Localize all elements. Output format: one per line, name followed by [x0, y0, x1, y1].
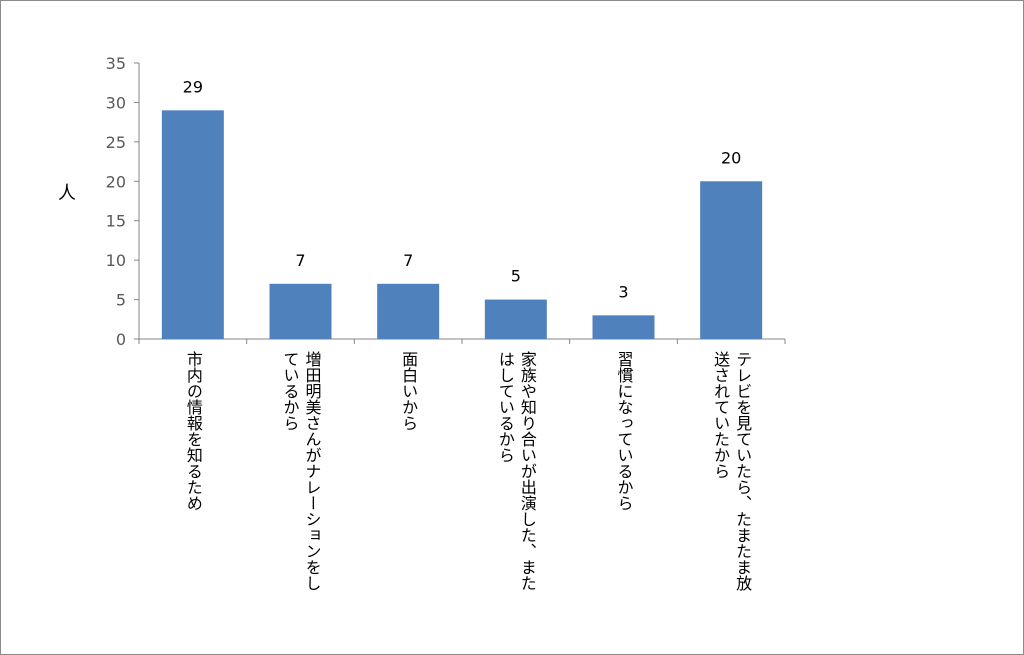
category-label: テレビを見ていたら、たまたま放 送されていたから — [709, 351, 753, 591]
y-tick-label: 20 — [106, 172, 126, 191]
category-label: 習慣になっているから — [613, 351, 635, 511]
category-label-line: 家族や知り合いが出演した、また — [517, 351, 537, 591]
data-label: 3 — [618, 282, 628, 301]
category-label-line: テレビを見ていたら、たまたま放 — [733, 351, 753, 591]
data-label: 29 — [183, 77, 203, 96]
y-tick-label: 0 — [116, 330, 126, 349]
bar — [484, 299, 547, 339]
bar — [161, 110, 224, 339]
category-label: 増田明美さんがナレーションをし ているから — [279, 351, 323, 591]
category-label-line: 市内の情報を知るため — [183, 351, 203, 511]
category-label-line: ているから — [280, 351, 300, 431]
category-label-line: 増田明美さんがナレーションをし — [302, 351, 322, 591]
x-axis-ticks — [138, 339, 786, 344]
y-axis-label: 人 — [58, 183, 76, 204]
category-label-line: 面白いから — [399, 351, 419, 431]
y-tick-label: 15 — [106, 212, 126, 231]
bar — [592, 315, 655, 339]
data-label: 20 — [721, 148, 741, 167]
data-label: 5 — [511, 267, 521, 286]
y-tick-label: 5 — [116, 291, 126, 310]
category-label-line: 送されていたから — [711, 351, 731, 479]
category-label: 面白いから — [397, 351, 419, 431]
bar — [269, 283, 332, 339]
bar — [377, 283, 440, 339]
y-tick-label: 10 — [106, 251, 126, 270]
y-tick-label: 35 — [106, 54, 126, 73]
bars — [161, 110, 763, 339]
category-label: 家族や知り合いが出演した、また はしているから — [494, 351, 538, 591]
data-label: 7 — [403, 251, 413, 270]
category-label-line: 習慣になっているから — [614, 351, 634, 511]
y-tick-label: 25 — [106, 133, 126, 152]
category-label: 市内の情報を知るため — [182, 351, 204, 511]
y-tick-label: 30 — [106, 93, 126, 112]
data-label: 7 — [295, 251, 305, 270]
y-axis-ticks: 0 5 10 15 20 25 30 35 — [106, 54, 139, 349]
data-labels: 29 7 7 5 3 20 — [183, 77, 742, 301]
bar — [700, 181, 763, 339]
category-label-line: はしているから — [495, 351, 515, 463]
